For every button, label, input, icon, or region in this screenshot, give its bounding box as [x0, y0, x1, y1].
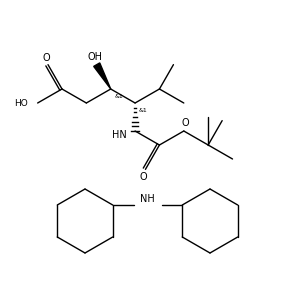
Text: NH: NH — [140, 194, 155, 204]
Text: OH: OH — [87, 52, 102, 62]
Text: O: O — [140, 172, 147, 182]
Text: HO: HO — [14, 99, 28, 108]
Text: HN: HN — [112, 130, 127, 140]
Text: &1: &1 — [114, 95, 123, 99]
Polygon shape — [94, 63, 111, 89]
Text: O: O — [42, 53, 50, 63]
Text: O: O — [182, 118, 190, 128]
Text: &1: &1 — [139, 108, 147, 114]
